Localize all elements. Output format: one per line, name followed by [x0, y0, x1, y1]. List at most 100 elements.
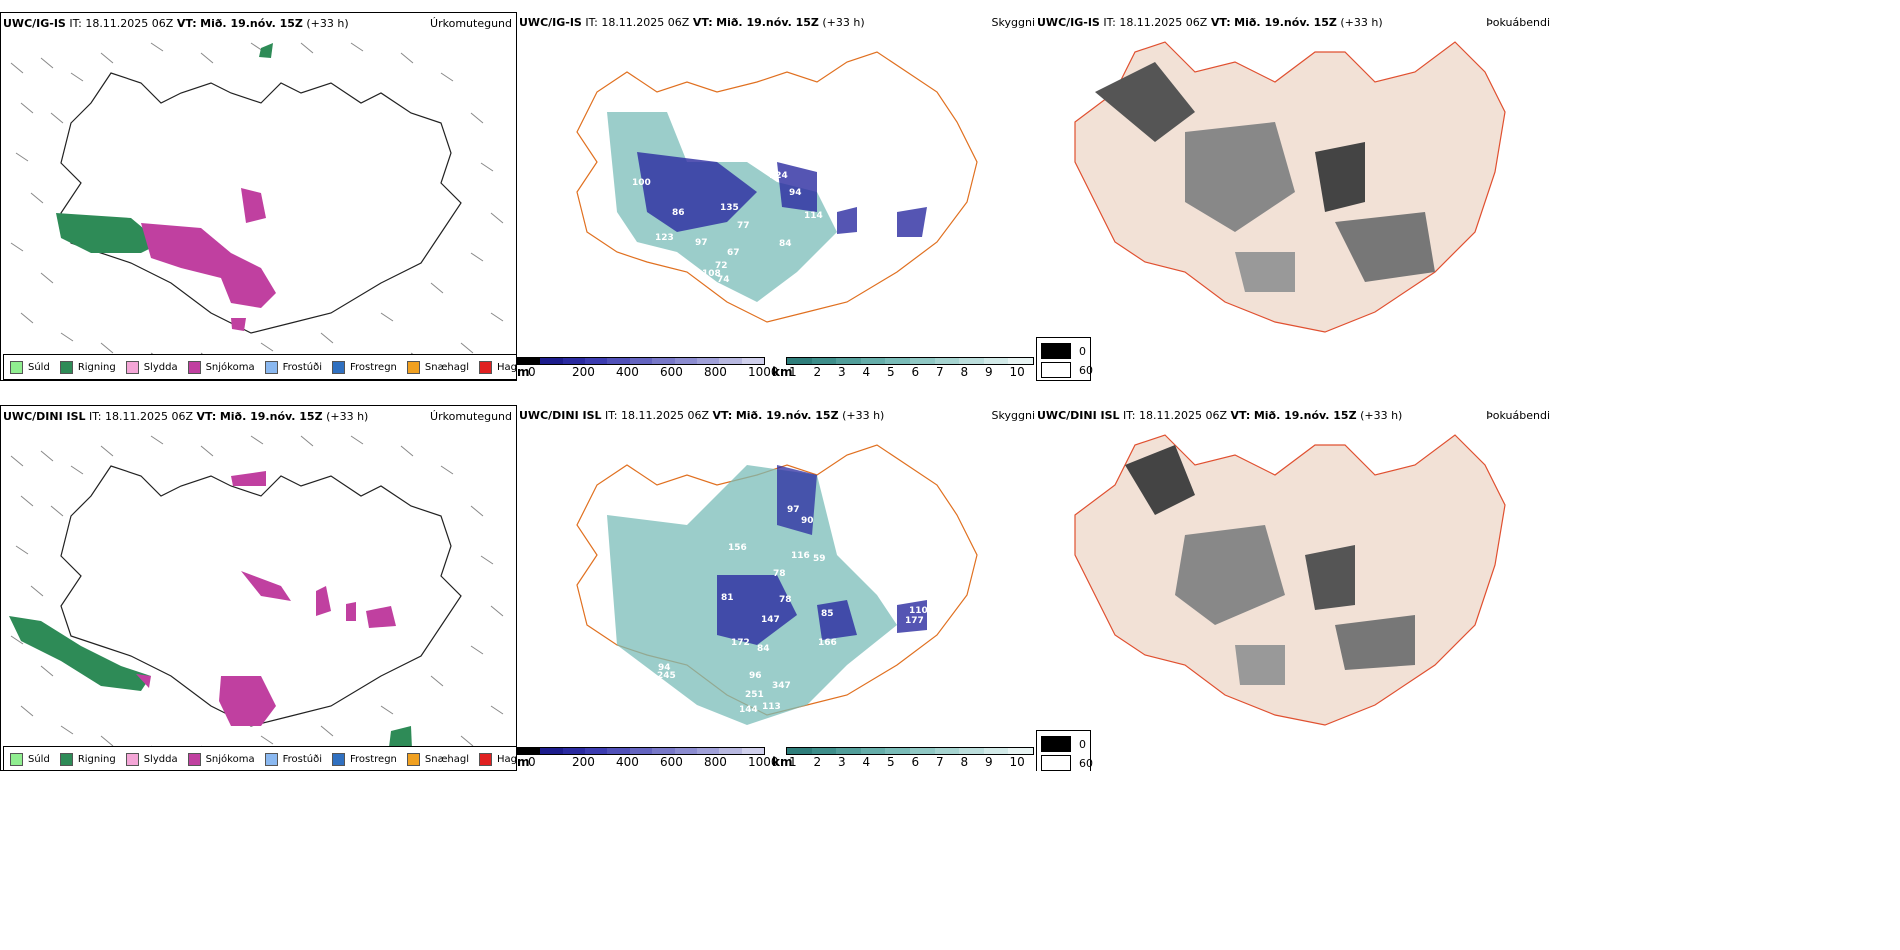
fog-map-1	[1074, 41, 1506, 333]
cloud-base-label: 113	[762, 702, 781, 712]
legend-label: Snjókoma	[205, 361, 255, 373]
colorbar-tick: 600	[660, 365, 683, 379]
precip-legend-item: Frostúði	[264, 360, 322, 374]
colorbar-tick: 5	[887, 755, 895, 769]
cloud-base-label: 124	[769, 171, 788, 181]
legend-swatch	[479, 360, 493, 374]
cloud-base-label: 94	[658, 663, 671, 673]
colorbar-tick: 800	[704, 755, 727, 769]
cloud-base-label: 67	[867, 258, 880, 268]
cloud-base-label: 85	[821, 609, 834, 619]
cloud-base-label: 84	[779, 239, 792, 249]
cloud-base-label: 59	[813, 554, 826, 564]
cloud-base-label: 166	[818, 638, 837, 648]
panel-header: UWC/IG-IS IT: 18.11.2025 06Z VT: Mið. 19…	[519, 16, 865, 29]
legend-label: Slydda	[143, 361, 178, 373]
cloud-base-label: 78	[773, 569, 786, 579]
cloud-base-label: 72	[715, 261, 728, 271]
cloud-base-label: 110	[909, 606, 928, 616]
legend-label: Súld	[28, 753, 50, 765]
precip-panel-1: UWC/IG-IS IT: 18.11.2025 06Z VT: Mið. 19…	[0, 12, 517, 381]
panel-header: UWC/DINI ISL IT: 18.11.2025 06Z VT: Mið.…	[3, 410, 369, 423]
legend-label: 0	[1079, 344, 1086, 358]
cloud-base-label: 245	[657, 671, 676, 681]
colorbar-tick: 400	[616, 365, 639, 379]
colorbar-tick: 1	[789, 365, 797, 379]
panel-header: UWC/IG-IS IT: 18.11.2025 06Z VT: Mið. 19…	[1037, 16, 1383, 29]
cloud-base-label: 86	[672, 208, 685, 218]
colorbar-tick: 7	[936, 365, 944, 379]
colorbar-tick: 8	[960, 365, 969, 379]
legend-swatch	[1041, 736, 1071, 752]
colorbar-tick: 800	[704, 365, 727, 379]
cloud-base-label: 96	[749, 671, 762, 681]
iceland-outline	[60, 72, 462, 334]
height-colorbar: m 0 200 400 600 800 1000	[517, 357, 779, 381]
precip-legend-item: Haglél	[479, 752, 516, 766]
cloud-base-label: 84	[757, 644, 770, 654]
panel-title: Úrkomutegund	[430, 410, 512, 423]
colorbar-tick: 2	[813, 365, 822, 379]
legend-label: Haglél	[497, 361, 517, 373]
cloud-base-label: 135	[720, 203, 739, 213]
colorbar-unit: km	[772, 755, 793, 769]
colorbar-tick: 1000	[748, 755, 779, 769]
colorbar-tick: 3	[838, 755, 846, 769]
colorbar-tick: 0	[528, 365, 536, 379]
precip-map-2	[9, 435, 504, 770]
cloud-base-label: 97	[695, 238, 708, 248]
precip-legend-item: Slydda	[125, 360, 178, 374]
colorbar-tick: 6	[911, 365, 920, 379]
cloud-base-label: 251	[745, 690, 764, 700]
legend-swatch	[332, 360, 345, 374]
precip-legend: Súld Rigning Slydda Snjókoma Frostúði Frostre…	[3, 354, 517, 380]
cloud-base-label: 297	[779, 345, 798, 355]
precip-legend-item: Frostregn	[332, 360, 397, 374]
cloud-base-label: 22	[822, 323, 835, 333]
panel-title: Úrkomutegund	[430, 17, 512, 30]
visibility-colorbar: km 1 2 3 4 5 6 7 8 9 10	[772, 747, 1035, 771]
fog-panel-2: UWC/DINI ISL IT: 18.11.2025 06Z VT: Mið.…	[1035, 405, 1552, 771]
panel-header: UWC/IG-IS IT: 18.11.2025 06Z VT: Mið. 19…	[3, 17, 349, 30]
legend-swatch	[10, 360, 23, 374]
fog-map-2	[1074, 434, 1506, 726]
colorbar-gradient	[517, 357, 765, 365]
colorbar-unit: m	[517, 755, 530, 769]
legend-swatch	[332, 752, 345, 766]
colorbar-tick: 600	[660, 755, 683, 769]
cloud-base-label: 78	[779, 595, 792, 605]
cloud-base-label: 116	[791, 551, 810, 561]
colorbar-tick: 10	[1009, 755, 1025, 769]
colorbar-tick: 10	[1009, 365, 1025, 379]
cloud-base-label: 94	[789, 188, 802, 198]
cloud-base-label: 123	[655, 233, 674, 243]
fog-legend-item: 0	[1041, 736, 1086, 752]
cloud-base-label: 100	[632, 178, 651, 188]
colorbar-tick: 4	[862, 755, 871, 769]
colorbar-tick: 8	[960, 755, 969, 769]
cloud-base-label: 87	[919, 258, 932, 268]
colorbar-tick: 0	[528, 755, 536, 769]
precip-legend-item: Haglél	[479, 360, 517, 374]
colorbar-unit: m	[517, 365, 530, 379]
cloud-base-label: 147	[761, 615, 780, 625]
panel-header: UWC/DINI ISL IT: 18.11.2025 06Z VT: Mið.…	[1037, 409, 1403, 422]
height-colorbar: m 0 200 400 600 800 1000	[517, 747, 779, 771]
legend-swatch	[125, 360, 139, 374]
cloud-panel-2: 167 156 97 90 116 78 81 78 147 172 84 85 166 133 110 17…	[517, 405, 1035, 771]
panel-title: Skyggni	[991, 16, 1035, 29]
precip-areas	[9, 471, 413, 770]
cloud-base-label: 177	[905, 616, 924, 626]
legend-swatch	[187, 360, 201, 374]
legend-label: Frostúði	[282, 361, 322, 373]
legend-swatch	[1041, 343, 1071, 359]
precip-legend-item: Súld	[10, 360, 50, 374]
legend-swatch	[59, 752, 73, 766]
fog-legend-item: 60	[1041, 755, 1093, 771]
fog-legend: 0 60	[1036, 337, 1093, 381]
cloud-base-label: 347	[772, 681, 791, 691]
cloud-base-label: 167	[650, 493, 669, 503]
colorbar-tick: 1000	[748, 365, 779, 379]
